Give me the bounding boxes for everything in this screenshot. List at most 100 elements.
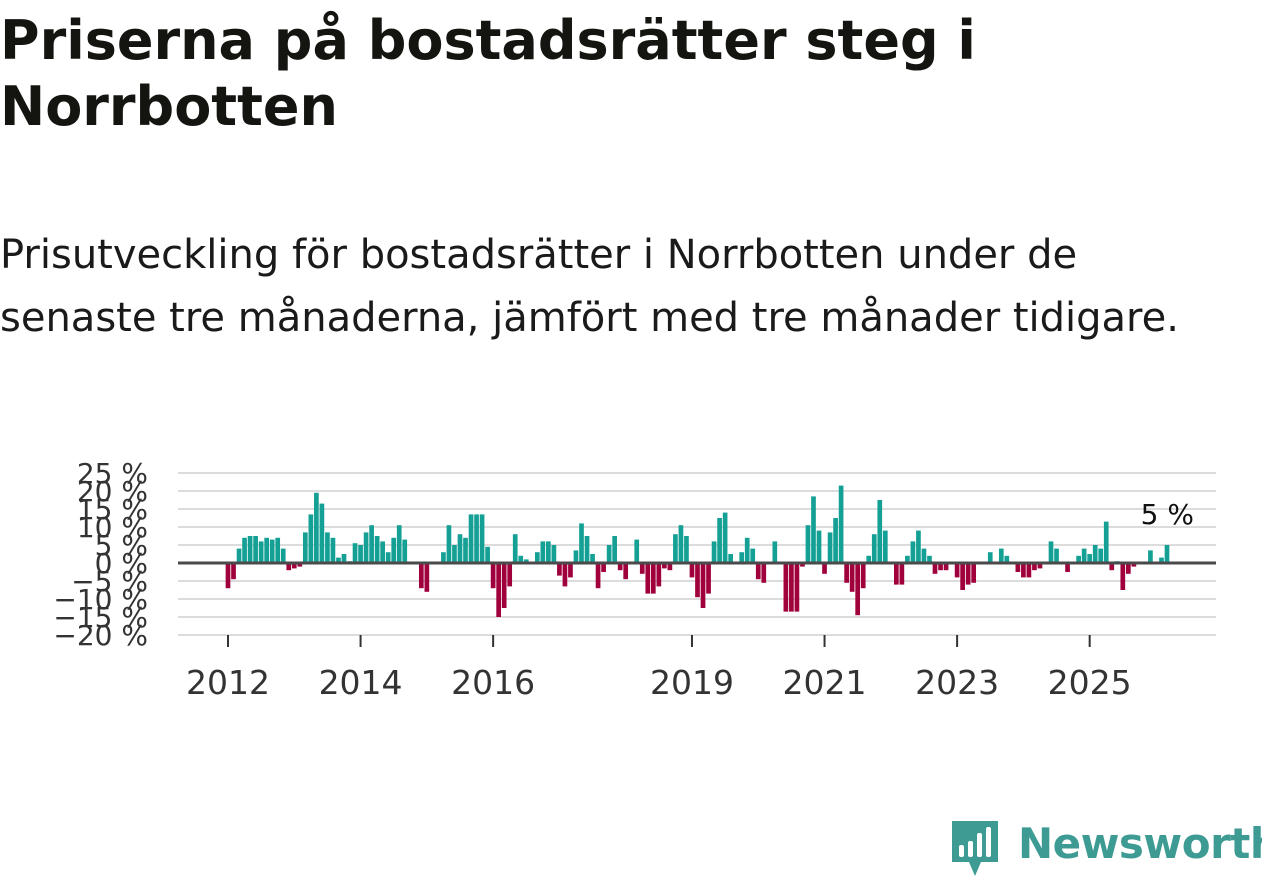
y-tick-label: −10 % (53, 583, 148, 616)
y-tick-label: 15 % (77, 493, 148, 526)
bar (551, 545, 557, 563)
bar (833, 518, 838, 563)
y-tick-label: −20 % (53, 619, 148, 652)
y-axis: 25 %20 %15 %10 %5 %0 %−5 %−10 %−15 %−20 … (53, 457, 148, 652)
bar (242, 537, 247, 563)
bar (286, 563, 292, 571)
bar (943, 563, 949, 571)
bar (700, 563, 706, 608)
bar (562, 563, 568, 587)
newsworthy-logo-icon (952, 821, 998, 876)
bar (474, 514, 479, 563)
bar (275, 537, 281, 563)
bar (1021, 563, 1026, 578)
last-value-label: 5 % (1141, 498, 1194, 531)
x-tick-label: 2025 (1048, 663, 1132, 702)
bar (755, 563, 761, 580)
bar-chart: 25 %20 %15 %10 %5 %0 %−5 %−10 %−15 %−20 … (53, 457, 1216, 702)
bar (1081, 548, 1087, 563)
x-tick-label: 2019 (650, 663, 734, 702)
bar (612, 536, 617, 563)
bar (424, 563, 430, 592)
bar (1103, 521, 1109, 563)
bar (269, 539, 275, 563)
bar (789, 563, 794, 612)
bar (457, 534, 463, 563)
bar (1032, 563, 1037, 571)
bar (385, 552, 391, 563)
x-tick-label: 2021 (783, 663, 867, 702)
bar (695, 563, 700, 598)
bar (258, 541, 264, 563)
x-tick-label: 2014 (319, 663, 403, 702)
bar (557, 563, 562, 576)
bar (512, 534, 518, 563)
bar (711, 541, 717, 563)
bar (534, 552, 540, 563)
bar-series (225, 485, 1170, 617)
bar (247, 536, 253, 563)
bar (374, 536, 380, 563)
bar (938, 563, 943, 571)
bar (308, 514, 314, 563)
bar (446, 525, 452, 563)
bar (380, 541, 385, 563)
bar (750, 548, 756, 563)
y-tick-label: 20 % (77, 475, 148, 508)
bar (590, 554, 595, 563)
bar (579, 523, 584, 563)
y-tick-label: 25 % (77, 457, 148, 490)
bar (391, 537, 397, 563)
y-tick-label: −15 % (53, 601, 148, 634)
bar (987, 552, 993, 563)
bar (1054, 548, 1059, 563)
page-title: Priserna på bostadsrätter steg i Norrbot… (0, 9, 976, 138)
bar (910, 541, 916, 563)
bar (1026, 563, 1032, 578)
bar (1109, 563, 1115, 571)
y-tick-label: −5 % (71, 565, 148, 598)
bar (1159, 557, 1164, 563)
bar (916, 530, 921, 563)
bar (479, 514, 485, 563)
bar (1120, 563, 1126, 590)
bar (396, 525, 402, 563)
bar (871, 534, 877, 563)
bar (673, 534, 678, 563)
bar (231, 563, 236, 580)
bar (882, 530, 888, 563)
bar (667, 563, 673, 571)
bar (291, 563, 297, 569)
bar (314, 492, 319, 563)
bar (490, 563, 496, 589)
bar (998, 548, 1004, 563)
bar (772, 541, 778, 563)
bar (706, 563, 711, 594)
bar (1037, 563, 1043, 569)
y-tick-label: 5 % (95, 529, 148, 562)
brand-name: Newsworthy (1018, 819, 1262, 868)
bar (811, 496, 816, 563)
bar (363, 532, 369, 563)
bar (601, 563, 606, 572)
bar (838, 485, 844, 563)
bar (507, 563, 513, 587)
bar (844, 563, 849, 583)
bar (623, 563, 629, 580)
bar (501, 563, 507, 608)
bar (662, 563, 667, 569)
bar (1048, 541, 1054, 563)
bar (678, 525, 684, 563)
y-tick-label: 0 % (95, 547, 148, 580)
bar (932, 563, 938, 574)
bar (634, 539, 640, 563)
bar (1015, 563, 1021, 572)
bar (1065, 563, 1070, 572)
bar (899, 563, 905, 585)
bar (816, 530, 822, 563)
bar (639, 563, 645, 574)
bar (866, 555, 872, 563)
bar (523, 559, 529, 563)
bar (264, 537, 270, 563)
bar (722, 512, 728, 563)
